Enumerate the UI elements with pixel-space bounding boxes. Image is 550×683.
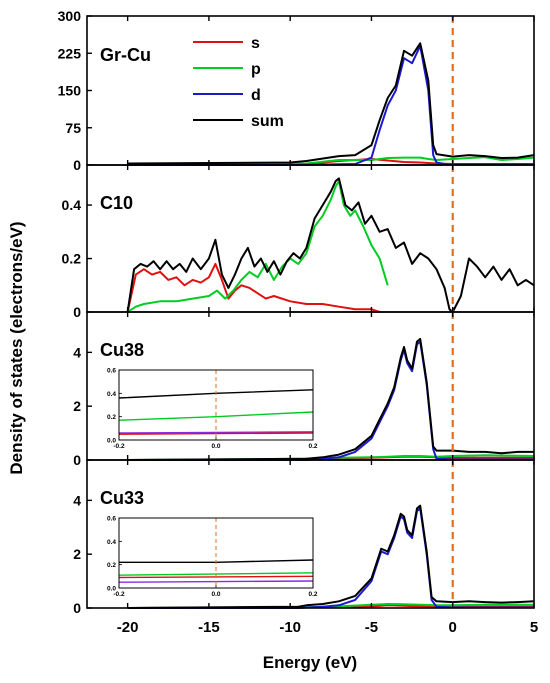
- inset-series-line-p: [118, 411, 314, 421]
- y-tick-label: 4: [73, 492, 81, 508]
- y-tick-label: 75: [65, 120, 81, 136]
- panel-title: Gr-Cu: [100, 45, 151, 65]
- panel-c10: 0 0.2 0.4 C10: [62, 164, 535, 320]
- y-tick-label: 0.4: [62, 197, 82, 213]
- y-tick-label: 0: [73, 600, 81, 616]
- inset-x-tick-label: 0.0: [211, 591, 220, 598]
- inset-y-tick-label: 0.0: [107, 438, 116, 445]
- inset-y-tick-label: 0.6: [107, 516, 116, 523]
- inset-y-tick-label: 0.2: [107, 562, 116, 569]
- x-tick-label: -15: [198, 619, 220, 636]
- x-tick-label: -20: [117, 619, 139, 636]
- series-line-sum: [127, 42, 535, 165]
- inset-y-tick-label: 0.0: [107, 586, 116, 593]
- series-line-p: [127, 180, 389, 313]
- panel-title: Cu38: [100, 340, 144, 360]
- series-line-sum: [127, 504, 535, 609]
- inset-plot: 0.00.20.40.6-0.2 0.0 0.2: [107, 516, 318, 599]
- y-tick-label: 150: [58, 83, 82, 99]
- series-line-d: [127, 44, 534, 166]
- x-axis-label: Energy (eV): [263, 653, 357, 672]
- legend-label-sum: sum: [251, 113, 284, 130]
- x-axis: -20 -15 -10 -5 0 5: [117, 619, 538, 636]
- inset-y-tick-label: 0.2: [107, 414, 116, 421]
- inset-y-tick-label: 0.4: [107, 539, 116, 546]
- y-tick-label: 2: [73, 398, 81, 414]
- inset-x-tick-label: -0.2: [113, 443, 125, 450]
- inset-x-tick-label: 0.2: [308, 443, 317, 450]
- panels: 0 75 150 225 300 Gr-Cu spd sum 0 0.2 0.4 C10 0 2 4 Cu38…: [58, 8, 539, 636]
- y-tick-label: 0: [73, 157, 81, 173]
- y-axis-label: Density of states (electrons/eV): [7, 221, 26, 474]
- panel-title: Cu33: [100, 488, 144, 508]
- inset-x-tick-label: 0.0: [211, 443, 220, 450]
- panel-frame: [86, 459, 535, 609]
- inset-x-tick-label: -0.2: [113, 591, 125, 598]
- legend: spd sum: [193, 35, 284, 130]
- inset-y-tick-label: 0.6: [107, 368, 116, 375]
- x-tick-label: 5: [530, 619, 538, 636]
- inset-y-tick-label: 0.4: [107, 391, 116, 398]
- series-line-p: [127, 156, 535, 165]
- legend-label-d: d: [251, 87, 261, 104]
- legend-label-s: s: [251, 35, 260, 52]
- x-tick-label: 0: [449, 619, 457, 636]
- series-line-sum: [127, 337, 534, 461]
- y-tick-label: 300: [58, 8, 82, 24]
- inset-x-tick-label: 0.2: [308, 591, 317, 598]
- y-tick-label: 2: [73, 546, 81, 562]
- y-tick-label: 4: [73, 344, 81, 360]
- inset-series-line-d: [118, 431, 314, 434]
- panel-gr-cu: 0 75 150 225 300 Gr-Cu spd sum: [58, 8, 535, 173]
- panel-title: C10: [100, 193, 133, 213]
- legend-label-p: p: [251, 61, 261, 78]
- y-tick-label: 0: [73, 304, 81, 320]
- y-tick-label: 0.2: [62, 251, 82, 267]
- x-tick-label: -10: [279, 619, 301, 636]
- panel-frame: [86, 15, 535, 166]
- y-tick-label: 0: [73, 452, 81, 468]
- series-line-sum: [126, 177, 535, 313]
- series-line-s: [126, 262, 380, 313]
- inset-plot: 0.00.20.40.6-0.2 0.0 0.2: [107, 368, 318, 451]
- y-tick-label: 225: [58, 45, 82, 61]
- x-tick-label: -5: [365, 619, 378, 636]
